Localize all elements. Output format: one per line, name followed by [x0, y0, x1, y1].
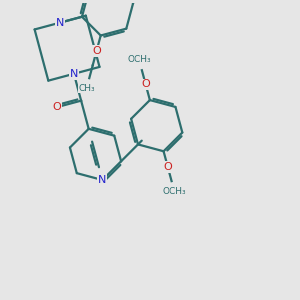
Text: O: O: [164, 162, 172, 172]
Text: OCH₃: OCH₃: [127, 55, 151, 64]
Text: N: N: [70, 69, 78, 79]
Text: O: O: [141, 80, 150, 89]
Text: N: N: [98, 175, 106, 185]
Text: CH₃: CH₃: [78, 84, 95, 93]
Text: N: N: [56, 18, 64, 28]
Text: O: O: [92, 46, 101, 56]
Text: OCH₃: OCH₃: [163, 188, 186, 196]
Text: O: O: [52, 102, 61, 112]
